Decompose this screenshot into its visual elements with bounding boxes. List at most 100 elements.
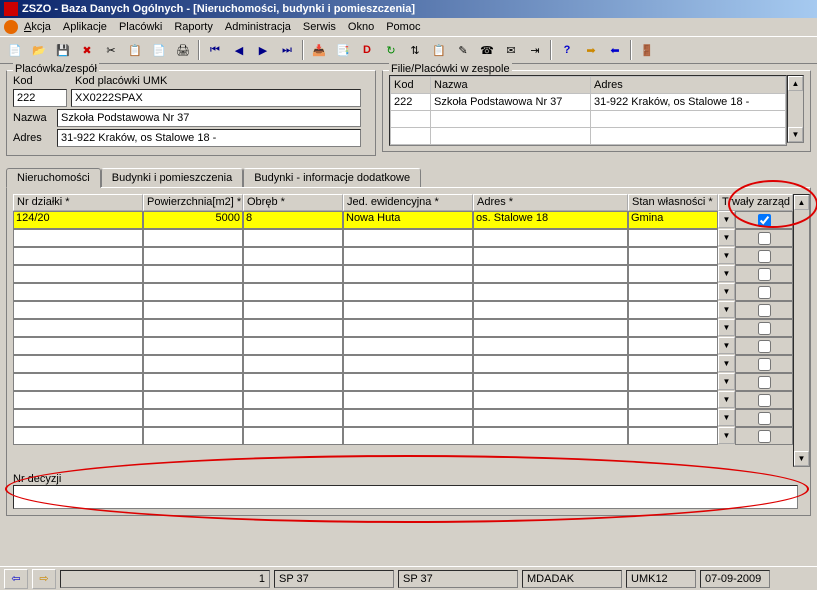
menu-serwis[interactable]: Serwis [303,21,336,33]
tb-sort-icon[interactable]: ⇅ [404,39,426,61]
scroll-down-icon[interactable]: ▼ [794,451,809,466]
grid-cell [243,337,343,355]
trwaly-checkbox[interactable] [758,430,771,443]
menu-raporty[interactable]: Raporty [174,21,213,33]
trwaly-checkbox[interactable] [758,412,771,425]
menu-pomoc[interactable]: Pomoc [386,21,420,33]
tb-list-icon[interactable]: 📋 [428,39,450,61]
trwaly-checkbox[interactable] [758,232,771,245]
grid-cell [343,247,473,265]
grid-row[interactable]: ▼ [13,229,793,247]
tb-help-icon[interactable]: ? [556,39,578,61]
tb-reload-icon[interactable]: ↻ [380,39,402,61]
tb-last-icon[interactable]: ⏭ [276,39,298,61]
dropdown-icon[interactable]: ▼ [718,247,735,264]
grid-row[interactable]: ▼ [13,247,793,265]
trwaly-checkbox[interactable] [758,268,771,281]
grid-cell [13,355,143,373]
trwaly-checkbox[interactable] [758,304,771,317]
kod-input[interactable] [13,89,67,107]
menu-administracja[interactable]: Administracja [225,21,291,33]
tb-delete-icon[interactable]: ✖ [76,39,98,61]
tb-paste-icon[interactable]: 📄 [148,39,170,61]
dropdown-icon[interactable]: ▼ [718,319,735,336]
trwaly-checkbox[interactable] [758,340,771,353]
grid-row[interactable]: ▼ [13,409,793,427]
tb-back-icon[interactable]: ⬅ [604,39,626,61]
dropdown-icon[interactable]: ▼ [718,211,735,228]
trwaly-checkbox[interactable] [758,286,771,299]
kodpl-input[interactable] [71,89,361,107]
trwaly-checkbox[interactable] [758,358,771,371]
tb-print-icon[interactable]: 🖨 [172,39,194,61]
trwaly-checkbox[interactable] [758,214,771,227]
grid-row[interactable]: ▼ [13,283,793,301]
tb-phone-icon[interactable]: ☎ [476,39,498,61]
grid-scrollbar[interactable]: ▲ ▼ [793,194,810,467]
trwaly-checkbox[interactable] [758,250,771,263]
dropdown-icon[interactable]: ▼ [718,391,735,408]
tab-budynki[interactable]: Budynki i pomieszczenia [101,168,243,188]
grid-row[interactable]: ▼ [13,301,793,319]
tab-nieruchomosci[interactable]: Nieruchomości [6,168,101,188]
menu-akcja[interactable]: Akcja [24,21,51,33]
nazwa-input[interactable] [57,109,361,127]
grid-row[interactable]: ▼ [13,319,793,337]
menu-aplikacje[interactable]: Aplikacje [63,21,107,33]
menu-placowki[interactable]: Placówki [119,21,162,33]
tb-door-icon[interactable]: 🚪 [636,39,658,61]
filie-scrollbar[interactable]: ▲ ▼ [787,75,804,143]
tb-d-icon[interactable]: D [356,39,378,61]
grid-row[interactable]: ▼ [13,427,793,445]
status-count: 1 [60,570,270,588]
dropdown-icon[interactable]: ▼ [718,283,735,300]
grid-row[interactable]: 124/2050008Nowa Hutaos. Stalowe 18Gmina▼ [13,211,793,229]
scroll-down-icon[interactable]: ▼ [788,127,803,142]
dropdown-icon[interactable]: ▼ [718,373,735,390]
tb-mail-icon[interactable]: ✉ [500,39,522,61]
nav-next-icon[interactable]: ⇨ [32,569,56,589]
status-bar: ⇦ ⇨ 1 SP 37 SP 37 MDADAK UMK12 07-09-200… [0,566,817,590]
tb-doc-icon[interactable]: 📑 [332,39,354,61]
tb-fwd-icon[interactable]: ➡ [580,39,602,61]
tb-open-icon[interactable]: 📂 [28,39,50,61]
scroll-up-icon[interactable]: ▲ [788,76,803,91]
dropdown-icon[interactable]: ▼ [718,337,735,354]
nav-prev-icon[interactable]: ⇦ [4,569,28,589]
dropdown-icon[interactable]: ▼ [718,229,735,246]
dropdown-icon[interactable]: ▼ [718,409,735,426]
dropdown-icon[interactable]: ▼ [718,265,735,282]
tb-exit-icon[interactable]: ⇥ [524,39,546,61]
grid-row[interactable]: ▼ [13,265,793,283]
dropdown-icon[interactable]: ▼ [718,301,735,318]
dropdown-icon[interactable]: ▼ [718,427,735,444]
grid-cell [243,427,343,445]
tb-new-icon[interactable]: 📄 [4,39,26,61]
trwaly-checkbox[interactable] [758,394,771,407]
filie-row-empty[interactable] [391,128,786,145]
grid-row[interactable]: ▼ [13,355,793,373]
filie-grid[interactable]: Kod Nazwa Adres 222 Szkoła Podstawowa Nr… [389,75,787,146]
menu-okno[interactable]: Okno [348,21,374,33]
grid-row[interactable]: ▼ [13,391,793,409]
tb-refresh-icon[interactable]: 📥 [308,39,330,61]
tb-first-icon[interactable]: ⏮ [204,39,226,61]
filie-row-empty[interactable] [391,111,786,128]
dropdown-icon[interactable]: ▼ [718,355,735,372]
trwaly-checkbox[interactable] [758,322,771,335]
scroll-up-icon[interactable]: ▲ [794,195,809,210]
tb-cut-icon[interactable]: ✂ [100,39,122,61]
tb-prev-icon[interactable]: ◀ [228,39,250,61]
grid-row[interactable]: ▼ [13,373,793,391]
nrdec-input[interactable] [13,485,798,509]
trwaly-checkbox[interactable] [758,376,771,389]
adres-input[interactable] [57,129,361,147]
tb-next-icon[interactable]: ▶ [252,39,274,61]
tb-edit-icon[interactable]: ✎ [452,39,474,61]
col-jed-ewid: Jed. ewidencyjna * [343,194,473,211]
grid-row[interactable]: ▼ [13,337,793,355]
tb-copy-icon[interactable]: 📋 [124,39,146,61]
tab-budynki-dodatkowe[interactable]: Budynki - informacje dodatkowe [243,168,421,188]
tb-save-icon[interactable]: 💾 [52,39,74,61]
filie-row[interactable]: 222 Szkoła Podstawowa Nr 37 31-922 Krakó… [391,94,786,111]
